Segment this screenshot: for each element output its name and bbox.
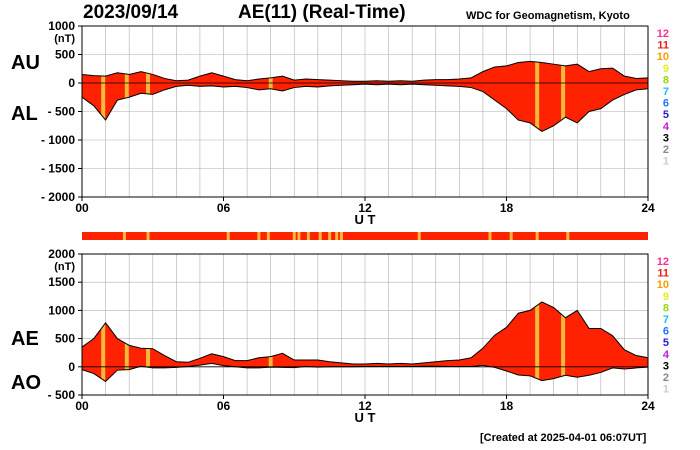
legend-count-2: 2 — [663, 144, 669, 156]
series-line-ae — [81, 301, 649, 365]
legend-count-7: 7 — [663, 86, 669, 98]
status-strip-background — [82, 232, 648, 240]
series-line-au — [81, 60, 649, 82]
status-strip-mark — [122, 232, 126, 240]
date-title: 2023/09/14 — [83, 2, 179, 23]
x-tick-label: 06 — [217, 201, 231, 215]
legend-count-7: 7 — [663, 314, 669, 326]
legend-count-11: 11 — [657, 268, 669, 280]
series-line-al — [81, 83, 649, 133]
y-tick-label: 2000 — [48, 247, 75, 261]
station-change-bar — [101, 61, 106, 132]
status-strip-mark — [146, 232, 150, 240]
x-tick-label: 18 — [500, 399, 514, 413]
ao-label: AO — [11, 372, 41, 394]
legend-count-5: 5 — [663, 109, 669, 121]
x-tick-label: 00 — [75, 399, 89, 413]
y-tick-label: 0 — [68, 76, 75, 90]
au-label: AU — [11, 52, 40, 74]
y-tick-label: 1000 — [48, 19, 75, 33]
y-tick-label: - 2000 — [41, 190, 75, 204]
y-tick-label: - 500 — [48, 388, 76, 402]
station-change-bar — [535, 61, 540, 132]
ae-ao-panel: 2000 1500 1000 500 0 - 500 (nT) 00 06 12 18 24 U T — [48, 247, 655, 425]
legend-count-3: 3 — [663, 360, 669, 372]
legend-count-11: 11 — [657, 40, 669, 52]
x-tick-label: 12 — [358, 201, 372, 215]
y-tick-label: 0 — [68, 360, 75, 374]
legend-count-8: 8 — [663, 74, 669, 86]
status-strip-mark — [509, 232, 513, 240]
highlight-bars — [101, 301, 566, 382]
x-tick-label: 24 — [641, 399, 655, 413]
legend-count-6: 6 — [663, 98, 669, 110]
station-change-bar — [124, 301, 129, 382]
station-change-bar — [101, 301, 106, 382]
legend-count-8: 8 — [663, 302, 669, 314]
status-strip-mark — [339, 232, 343, 240]
station-change-bar — [561, 301, 566, 382]
status-strip-mark — [488, 232, 492, 240]
status-strip-mark — [417, 232, 421, 240]
legend-count-5: 5 — [663, 337, 669, 349]
legend-count-2: 2 — [663, 372, 669, 384]
y-tick-label: 1500 — [48, 275, 75, 289]
status-strip-mark — [335, 232, 339, 240]
y-tick-label: 1000 — [48, 303, 75, 317]
y-tick-label: - 1000 — [41, 133, 75, 147]
legend-count-1: 1 — [663, 156, 669, 168]
source-credit: WDC for Geomagnetism, Kyoto — [466, 10, 630, 22]
station-change-bar — [535, 301, 540, 382]
legend-count-4: 4 — [663, 349, 670, 361]
status-strip-mark — [328, 232, 332, 240]
legend-count-9: 9 — [663, 63, 669, 75]
station-status-strip — [82, 232, 648, 240]
area-fill-au-al — [82, 61, 648, 132]
y-tick-label: 500 — [55, 332, 75, 346]
y-axis-unit: (nT) — [54, 261, 75, 273]
legend-count-6: 6 — [663, 326, 669, 338]
au-al-panel: 1000 500 0 - 500 - 1000 - 1500 - 2000 (nT) 00 06 1… — [41, 19, 655, 227]
y-axis-unit: (nT) — [54, 33, 75, 45]
legend-count-4: 4 — [663, 121, 670, 133]
area-fill-ae-ao — [82, 301, 648, 382]
status-strip-mark — [226, 232, 230, 240]
status-strip-mark — [535, 232, 539, 240]
status-strip-mark — [318, 232, 322, 240]
station-change-bar — [561, 61, 566, 132]
legend-count-10: 10 — [657, 279, 669, 291]
x-tick-label: 18 — [500, 201, 514, 215]
status-strip-mark — [297, 232, 301, 240]
legend-count-9: 9 — [663, 291, 669, 303]
legend-count-10: 10 — [657, 51, 669, 63]
status-strip-mark — [257, 232, 261, 240]
status-strip-mark — [306, 232, 310, 240]
legend-count-12: 12 — [657, 256, 669, 268]
x-tick-label: 12 — [358, 399, 372, 413]
al-label: AL — [11, 103, 38, 125]
x-axis-label: U T — [355, 410, 376, 425]
status-strip-mark — [266, 232, 270, 240]
x-tick-label: 00 — [75, 201, 89, 215]
legend-count-12: 12 — [657, 28, 669, 40]
created-timestamp: [Created at 2025-04-01 06:07UT] — [480, 432, 647, 444]
legend-count-3: 3 — [663, 132, 669, 144]
status-strip-mark — [292, 232, 296, 240]
ae-label: AE — [11, 328, 39, 350]
x-axis-label: U T — [355, 212, 376, 227]
x-tick-label: 06 — [217, 399, 231, 413]
station-change-bar — [124, 61, 129, 132]
y-tick-label: - 500 — [48, 105, 76, 119]
x-tick-label: 24 — [641, 201, 655, 215]
legend-count-1: 1 — [663, 384, 669, 396]
index-title: AE(11) (Real-Time) — [238, 2, 406, 23]
status-strip-mark — [566, 232, 570, 240]
y-tick-label: - 1500 — [41, 162, 75, 176]
y-tick-label: 500 — [55, 48, 75, 62]
station-change-bar — [146, 301, 151, 382]
